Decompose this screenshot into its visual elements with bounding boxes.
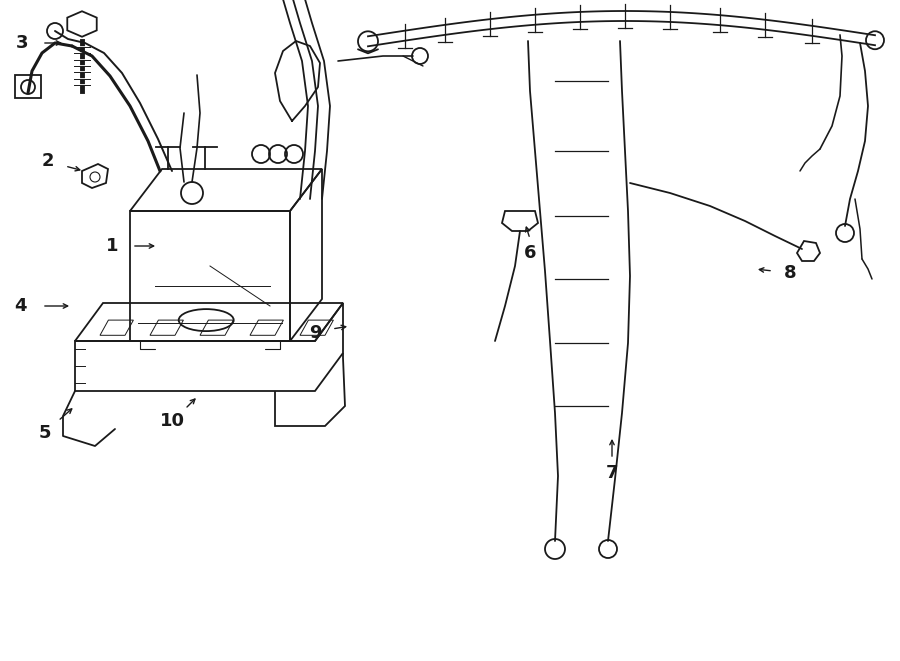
Text: 4: 4 (14, 297, 26, 315)
Text: 8: 8 (784, 264, 796, 282)
Text: 9: 9 (309, 324, 321, 342)
Text: 3: 3 (16, 34, 28, 52)
Text: 10: 10 (159, 412, 184, 430)
Text: 2: 2 (41, 152, 54, 170)
Text: 7: 7 (606, 464, 618, 482)
Text: 1: 1 (106, 237, 118, 255)
Text: 5: 5 (39, 424, 51, 442)
Text: 6: 6 (524, 244, 536, 262)
